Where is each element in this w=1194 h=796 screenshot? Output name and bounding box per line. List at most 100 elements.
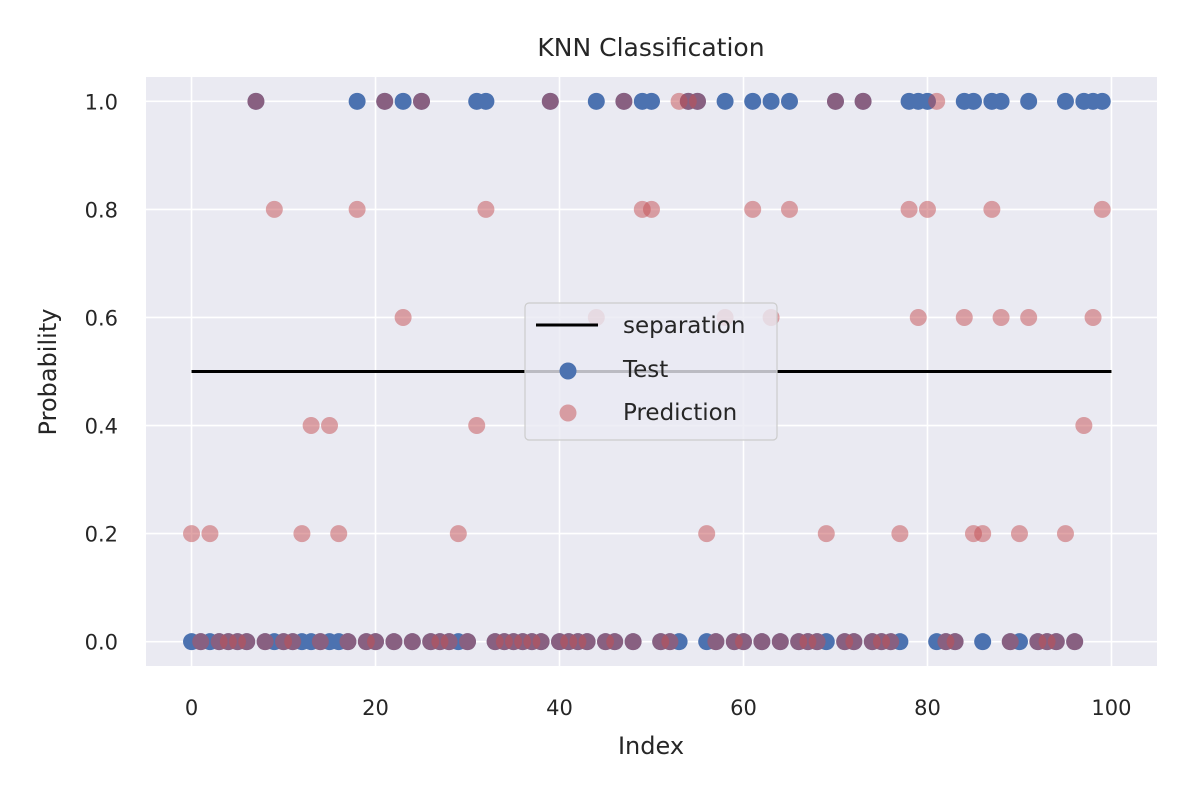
prediction-point bbox=[311, 633, 329, 651]
prediction-point bbox=[817, 525, 835, 543]
test-point bbox=[394, 92, 412, 110]
x-tick-labels: 0 20 40 60 80 100 bbox=[185, 696, 1132, 720]
prediction-point bbox=[661, 633, 679, 651]
prediction-point bbox=[302, 417, 320, 435]
prediction-point bbox=[284, 633, 302, 651]
prediction-point bbox=[808, 633, 826, 651]
prediction-point bbox=[183, 525, 201, 543]
prediction-point bbox=[643, 200, 660, 218]
prediction-point bbox=[1066, 633, 1084, 651]
test-point bbox=[1093, 92, 1111, 110]
prediction-point bbox=[946, 633, 964, 651]
prediction-point bbox=[606, 633, 624, 651]
prediction-point bbox=[238, 633, 256, 651]
prediction-point bbox=[771, 633, 789, 651]
x-tick-label: 100 bbox=[1091, 696, 1131, 720]
prediction-point bbox=[854, 92, 872, 110]
test-point bbox=[716, 92, 734, 110]
prediction-point bbox=[1056, 525, 1074, 543]
prediction-point bbox=[256, 633, 274, 651]
legend-prediction-label: Prediction bbox=[623, 400, 737, 426]
prediction-point bbox=[955, 308, 973, 326]
prediction-point bbox=[983, 200, 1001, 218]
prediction-point bbox=[532, 633, 550, 651]
prediction-point bbox=[201, 525, 219, 543]
test-point bbox=[974, 633, 992, 651]
prediction-point bbox=[753, 633, 771, 651]
prediction-point bbox=[624, 633, 642, 651]
prediction-point bbox=[376, 92, 394, 110]
x-axis-label: Index bbox=[618, 732, 684, 760]
prediction-point bbox=[900, 200, 918, 218]
prediction-point bbox=[348, 200, 366, 218]
prediction-point bbox=[744, 200, 762, 218]
prediction-point bbox=[845, 633, 863, 651]
prediction-point bbox=[394, 308, 412, 326]
prediction-point bbox=[449, 525, 467, 543]
y-tick-label: 1.0 bbox=[85, 90, 118, 114]
test-point bbox=[587, 92, 605, 110]
prediction-point bbox=[1075, 417, 1093, 435]
test-point bbox=[643, 92, 660, 110]
legend-test-label: Test bbox=[622, 357, 668, 383]
test-point bbox=[744, 92, 762, 110]
prediction-point bbox=[780, 200, 798, 218]
prediction-point bbox=[1047, 633, 1065, 651]
prediction-point bbox=[330, 525, 348, 543]
legend-prediction-marker bbox=[559, 404, 577, 422]
x-tick-label: 20 bbox=[362, 696, 389, 720]
prediction-point bbox=[541, 92, 559, 110]
prediction-point bbox=[826, 92, 844, 110]
x-tick-label: 0 bbox=[185, 696, 198, 720]
legend-box bbox=[524, 302, 778, 441]
y-tick-label: 0.2 bbox=[85, 523, 118, 547]
chart-title: KNN Classification bbox=[537, 33, 764, 62]
prediction-point bbox=[688, 92, 706, 110]
prediction-point bbox=[468, 417, 486, 435]
prediction-point bbox=[992, 308, 1010, 326]
test-point bbox=[762, 92, 780, 110]
prediction-point bbox=[707, 633, 725, 651]
test-point bbox=[477, 92, 495, 110]
x-tick-label: 60 bbox=[730, 696, 757, 720]
y-tick-label: 0.8 bbox=[85, 198, 118, 222]
prediction-point bbox=[1010, 525, 1028, 543]
prediction-point bbox=[578, 633, 596, 651]
prediction-point bbox=[882, 633, 900, 651]
prediction-point bbox=[1084, 308, 1102, 326]
legend-test-marker bbox=[559, 362, 577, 380]
prediction-point bbox=[615, 92, 633, 110]
prediction-point bbox=[477, 200, 495, 218]
prediction-point bbox=[321, 417, 339, 435]
prediction-point bbox=[974, 525, 992, 543]
y-tick-label: 0.0 bbox=[85, 631, 118, 655]
y-tick-label: 0.4 bbox=[85, 415, 118, 439]
prediction-point bbox=[891, 525, 909, 543]
prediction-point bbox=[339, 633, 357, 651]
test-point bbox=[780, 92, 798, 110]
prediction-point bbox=[928, 92, 946, 110]
prediction-point bbox=[293, 525, 311, 543]
prediction-point bbox=[1093, 200, 1111, 218]
test-point bbox=[348, 92, 366, 110]
prediction-point bbox=[909, 308, 927, 326]
prediction-point bbox=[192, 633, 210, 651]
prediction-point bbox=[1020, 308, 1038, 326]
prediction-point bbox=[403, 633, 421, 651]
legend: separation Test Prediction bbox=[524, 302, 778, 441]
prediction-point bbox=[698, 525, 716, 543]
y-tick-labels: 0.0 0.2 0.4 0.6 0.8 1.0 bbox=[85, 90, 118, 654]
x-tick-label: 80 bbox=[914, 696, 941, 720]
prediction-point bbox=[385, 633, 403, 651]
prediction-point bbox=[1001, 633, 1019, 651]
prediction-point bbox=[413, 92, 431, 110]
test-point bbox=[1020, 92, 1038, 110]
y-axis-label: Probability bbox=[34, 309, 62, 436]
test-point bbox=[1056, 92, 1074, 110]
prediction-point bbox=[734, 633, 752, 651]
prediction-point bbox=[265, 200, 283, 218]
legend-separation-label: separation bbox=[623, 313, 745, 339]
y-tick-label: 0.6 bbox=[85, 306, 118, 330]
test-point bbox=[992, 92, 1010, 110]
